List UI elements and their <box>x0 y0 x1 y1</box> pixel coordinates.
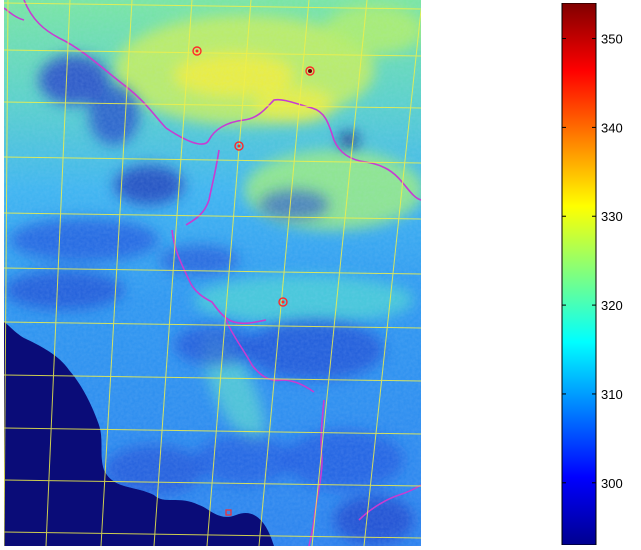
station-markers <box>192 46 315 516</box>
station-marker[interactable] <box>234 141 244 151</box>
colorbar-tick-label: 340 <box>601 120 623 135</box>
colorbar-svg: 300 310 320 330 340 350 <box>561 2 623 546</box>
colorbar-tick-label: 300 <box>601 476 623 491</box>
station-marker[interactable] <box>305 66 315 76</box>
graticule <box>4 0 421 546</box>
colorbar-gradient <box>561 2 597 546</box>
colorbar-tick-label: 350 <box>601 32 623 47</box>
colorbar-tick-label: 310 <box>601 387 623 402</box>
heat-map-canvas <box>4 0 421 546</box>
station-marker[interactable] <box>278 297 288 307</box>
colorbar-tick-label: 330 <box>601 209 623 224</box>
colorbar: 300 310 320 330 340 350 <box>560 2 640 546</box>
heat-map <box>4 0 421 546</box>
station-marker[interactable] <box>225 509 232 516</box>
county-borders <box>4 0 421 546</box>
colorbar-tick-label: 320 <box>601 298 623 313</box>
station-marker[interactable] <box>192 46 202 56</box>
